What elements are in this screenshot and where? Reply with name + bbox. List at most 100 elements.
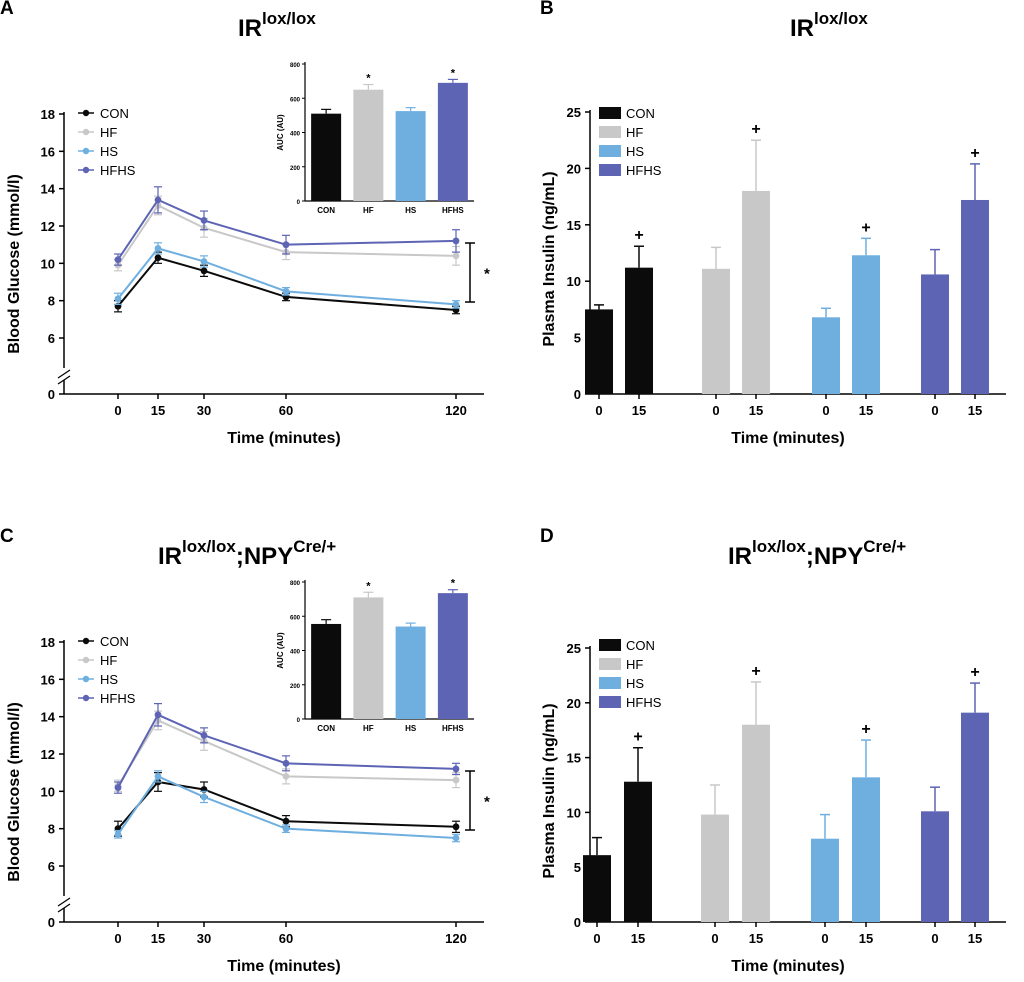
inset-x-tick-label: CON: [317, 724, 335, 733]
inset-significance-mark: *: [366, 73, 371, 85]
panel-b: B IRlox/lox 0 5 10 15 20 25 Time (minutes) Plasma…: [540, 0, 1006, 447]
axis-break-mark: [57, 375, 71, 385]
legend-marker: [82, 637, 90, 645]
x-tick-label: 15: [749, 931, 763, 946]
panel-letter: B: [540, 0, 554, 19]
x-tick-label: 60: [279, 931, 293, 946]
bar-group-con: 0 15 +: [585, 227, 653, 418]
data-point: [452, 252, 460, 260]
y-axis-label: Plasma Insulin (ng/mL): [541, 171, 558, 346]
data-point: [200, 267, 208, 275]
legend-item-hf: HF: [599, 657, 643, 672]
title-mid: ;NPY: [236, 543, 293, 570]
inset-y-tick-label: 800: [290, 581, 301, 587]
x-tick-label: 15: [631, 931, 645, 946]
x-tick-label: 15: [749, 403, 763, 418]
title-base: IR: [238, 15, 262, 42]
bar: [961, 199, 989, 394]
y-tick-label: 12: [41, 219, 55, 234]
axis-break-mark: [57, 903, 71, 913]
y-tick-label: 6: [48, 331, 55, 346]
x-tick-label: 30: [197, 403, 211, 418]
data-point: [282, 825, 290, 833]
data-point: [114, 256, 122, 263]
data-point: [114, 830, 122, 838]
data-point: [452, 834, 460, 842]
legend-item-con: CON: [599, 106, 655, 121]
panel-letter: D: [540, 526, 554, 547]
inset-bar: [395, 111, 426, 201]
significance-mark: *: [484, 794, 490, 811]
inset-x-tick-label: HF: [363, 206, 374, 215]
panel-title: IRlox/lox;NPYCre/+: [728, 537, 906, 570]
legend-marker: [82, 109, 90, 117]
inset-y-label: AUC (AU): [276, 632, 285, 669]
inset-y-tick-label: 0: [297, 718, 301, 724]
legend-item-hs: HS: [599, 676, 644, 691]
axis-break-mark: [57, 897, 71, 907]
data-point: [282, 287, 290, 295]
inset-bar-hf: HF *: [353, 73, 384, 215]
series-hs: [114, 770, 460, 843]
panel-title: IRlox/lox: [790, 9, 868, 42]
legend-label: HFHS: [100, 691, 136, 706]
inset-bar: [353, 89, 384, 201]
data-point: [452, 823, 460, 831]
legend-swatch: [599, 639, 621, 651]
data-point: [154, 245, 162, 252]
bar-group-hfhs: 0 15 +: [921, 145, 989, 418]
inset-x-tick-label: HFHS: [442, 724, 464, 733]
bar: [921, 274, 949, 394]
y-tick-label: 0: [48, 387, 55, 402]
x-axis-label: Time (minutes): [731, 430, 845, 447]
bar: [852, 777, 880, 922]
inset-significance-mark: *: [451, 67, 456, 79]
data-point: [282, 773, 290, 780]
panel-d: D IRlox/lox;NPYCre/+ 0 5 10 15 20 25 Time (minut…: [540, 526, 1006, 975]
y-tick-label: 15: [567, 218, 581, 233]
series-con: [114, 251, 460, 315]
bar: [583, 855, 611, 922]
data-point: [452, 776, 460, 784]
legend-swatch: [599, 107, 621, 119]
bar: [812, 317, 840, 394]
legend-marker: [82, 675, 90, 683]
data-point: [154, 773, 162, 780]
panel-c: C IRlox/lox;NPYCre/+ 0 6 8 10 12 14 16 18 0 15 30 60 1…: [0, 526, 490, 975]
data-point: [452, 765, 460, 773]
inset-y-label: AUC (AU): [276, 114, 285, 151]
series-line: [117, 256, 457, 311]
legend-item-hs: HS: [78, 672, 118, 687]
legend-marker: [82, 694, 90, 702]
inset-x-tick-label: HFHS: [442, 206, 464, 215]
bar: [742, 190, 770, 394]
legend-marker: [82, 147, 90, 155]
data-point: [200, 258, 208, 265]
legend-label: HF: [626, 657, 643, 672]
y-tick-label: 10: [41, 256, 55, 271]
bar: [624, 781, 652, 922]
title-sup: lox/lox: [262, 9, 316, 28]
y-tick-label: 14: [41, 710, 56, 725]
legend-item-con: CON: [78, 106, 129, 121]
x-tick-label: 120: [445, 403, 467, 418]
y-axis-label: Blood Glucose (mmol/l): [6, 174, 23, 354]
inset-x-tick-label: HF: [363, 724, 374, 733]
data-point: [452, 301, 460, 308]
significance-mark: +: [633, 729, 642, 746]
inset-auc-chart: 0 200 400 600 800 AUC (AU) CON HF * HS HFHS *: [276, 62, 474, 215]
bar-group-hfhs: 0 15 +: [921, 664, 989, 946]
legend-label: HFHS: [626, 163, 662, 178]
inset-significance-mark: *: [366, 580, 371, 592]
legend-marker: [82, 128, 90, 136]
title-sup: lox/lox: [814, 9, 868, 28]
bar: [852, 255, 880, 394]
x-tick-label: 0: [711, 931, 718, 946]
legend-label: CON: [626, 638, 655, 653]
y-tick-label: 10: [567, 805, 581, 820]
x-tick-label: 30: [197, 931, 211, 946]
inset-bar: [311, 623, 342, 719]
y-tick-label: 5: [574, 331, 581, 346]
data-point: [154, 196, 162, 204]
